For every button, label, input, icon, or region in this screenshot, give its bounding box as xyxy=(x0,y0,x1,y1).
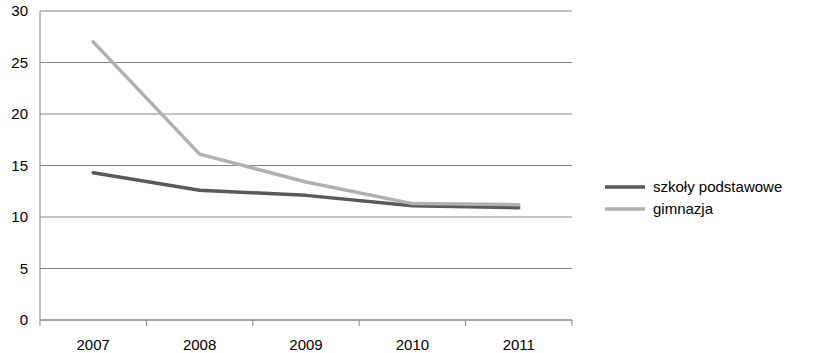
x-tick-label: 2010 xyxy=(396,336,429,353)
x-tick-mark xyxy=(359,320,360,326)
x-tick-mark xyxy=(465,320,466,326)
x-tick-label: 2009 xyxy=(289,336,322,353)
x-tick-mark xyxy=(40,320,41,326)
y-tick-label: 5 xyxy=(20,260,28,277)
grid-line xyxy=(40,268,572,269)
grid-line xyxy=(40,62,572,63)
y-tick-label: 25 xyxy=(11,54,28,71)
chart-svg: 0 5 10 15 20 25 30 2007 2008 2009 2010 2011 szkoły p… xyxy=(0,0,817,353)
x-tick-label: 2011 xyxy=(503,336,535,353)
grid-line xyxy=(40,320,572,321)
y-tick-label: 10 xyxy=(11,208,28,225)
x-tick-mark xyxy=(252,320,253,326)
grid-line xyxy=(40,165,572,166)
y-axis xyxy=(40,11,41,320)
y-tick-label: 20 xyxy=(11,105,28,122)
chart-container: 0 5 10 15 20 25 30 2007 2008 2009 2010 2011 szkoły p… xyxy=(0,0,817,353)
legend-swatch xyxy=(605,185,645,189)
legend-swatch xyxy=(605,207,645,211)
plot-area xyxy=(93,42,519,208)
y-tick-label: 0 xyxy=(20,311,28,328)
y-tick-label: 15 xyxy=(11,157,28,174)
y-tick-label: 30 xyxy=(11,2,28,19)
series-line xyxy=(93,42,519,205)
grid-line xyxy=(40,217,572,218)
grid-line xyxy=(40,114,572,115)
x-tick-mark xyxy=(572,320,573,326)
x-axis xyxy=(40,320,572,321)
x-tick-label: 2007 xyxy=(77,336,110,353)
x-tick-mark xyxy=(146,320,147,326)
legend-label: gimnazja xyxy=(653,200,714,217)
x-tick-label: 2008 xyxy=(183,336,216,353)
grid-line xyxy=(40,11,572,12)
legend-label: szkoły podstawowe xyxy=(653,178,782,195)
